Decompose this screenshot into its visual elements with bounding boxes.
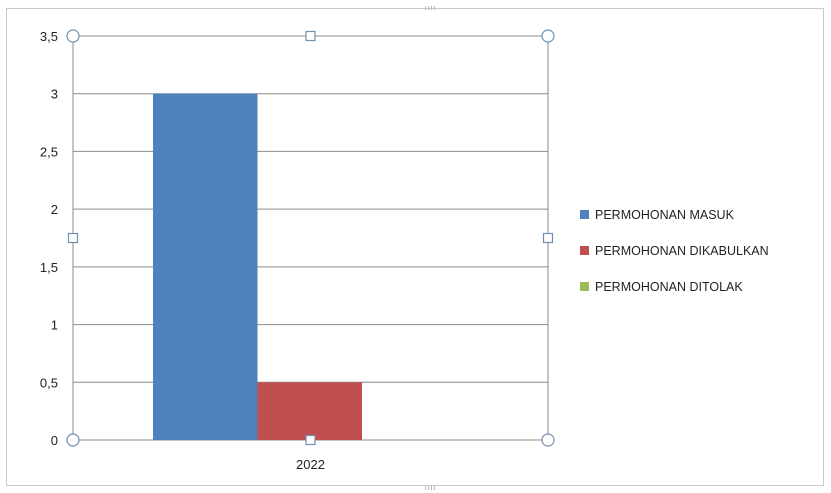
y-tick-label: 0,5 [40, 375, 58, 390]
y-tick-label: 2 [51, 202, 58, 217]
legend-swatch [580, 210, 589, 219]
y-tick-label: 1,5 [40, 260, 58, 275]
plot-area-border[interactable] [72, 35, 549, 441]
y-tick-label: 3,5 [40, 29, 58, 44]
legend-label: PERMOHONAN MASUK [595, 208, 735, 222]
legend-swatch [580, 282, 589, 291]
resize-handle-corner[interactable] [541, 433, 555, 447]
y-tick-label: 0 [51, 433, 58, 448]
bar-permohonan-masuk[interactable] [153, 93, 258, 440]
resize-handle-corner[interactable] [66, 433, 80, 447]
x-tick-label: 2022 [296, 457, 325, 472]
legend-label: PERMOHONAN DITOLAK [595, 280, 743, 294]
bottom-resize-grip[interactable] [425, 486, 435, 490]
resize-handle-corner[interactable] [66, 29, 80, 43]
resize-handle-side[interactable] [305, 30, 316, 42]
bar-permohonan-dikabulkan[interactable] [257, 382, 363, 440]
legend-swatch [580, 246, 589, 255]
resize-handle-side[interactable] [305, 434, 316, 446]
top-resize-grip[interactable] [425, 6, 435, 10]
resize-handle-corner[interactable] [541, 29, 555, 43]
resize-handle-side[interactable] [67, 232, 79, 244]
y-tick-label: 3 [51, 87, 58, 102]
legend-label: PERMOHONAN DIKABULKAN [595, 244, 769, 258]
resize-handle-side[interactable] [542, 232, 554, 244]
y-tick-label: 2,5 [40, 144, 58, 159]
y-tick-label: 1 [51, 318, 58, 333]
chart-frame[interactable] [6, 8, 824, 486]
